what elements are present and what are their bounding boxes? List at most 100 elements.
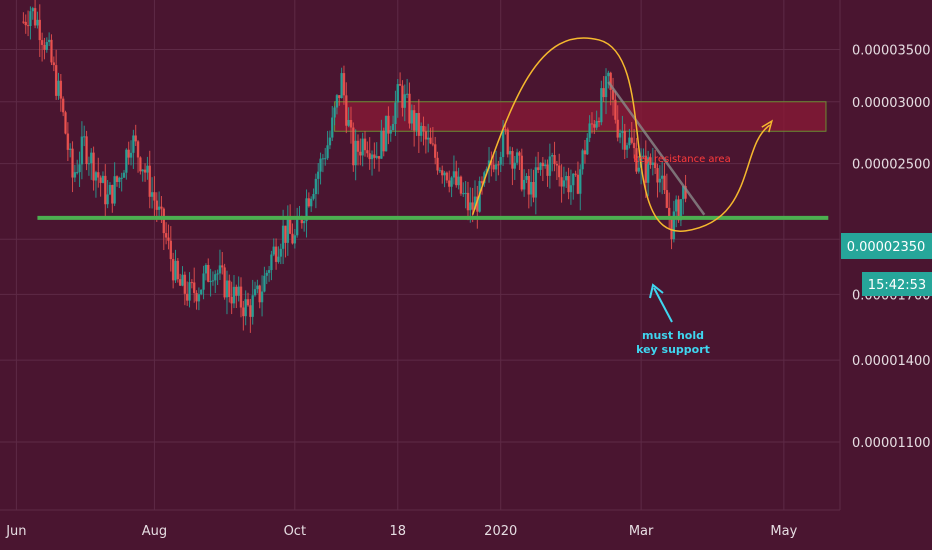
candle-body [242,307,245,317]
last-price-value: 0.00002350 [847,240,926,255]
candle-body [61,98,65,113]
candle-body [157,206,161,210]
candle-body [52,62,56,66]
candle-body [106,194,109,205]
support-arrow-head [649,283,664,299]
candle-body [150,192,154,197]
candle-body [536,167,540,170]
candle-body [574,173,577,175]
candle-body [246,299,250,306]
candle-body [646,157,650,183]
candle-body [581,150,584,170]
candle-body [143,169,147,173]
projection-arrowhead [761,119,774,133]
candle-body [396,84,399,103]
candle-body [185,293,189,301]
candle-body [597,120,601,123]
candle-body [625,145,629,150]
candle-body [653,162,657,169]
candle-body [558,165,561,178]
candle-body [373,154,376,158]
candle-body [43,44,46,50]
candle-body [410,110,414,124]
candle-body [513,162,516,169]
candle-body [331,117,334,138]
candle-body [632,142,636,149]
candle-body [466,192,470,211]
candle-body [195,292,198,302]
candle-body [33,8,37,26]
candle-body [134,135,137,142]
candle-body [104,175,107,205]
candle-body [300,217,304,224]
trendline [607,81,706,216]
candle-body [579,169,582,194]
candle-body [354,140,357,166]
candle-body [387,115,390,134]
candle-body [511,151,514,169]
candle-body [635,148,638,172]
candle-body [380,130,383,159]
candle-body [492,164,495,170]
candle-body [431,143,435,145]
candle-body [438,170,442,172]
candle-body [529,181,533,195]
candle-body [335,95,339,108]
candle-body [265,272,268,276]
candle-body [586,137,589,155]
candle-body [375,156,378,158]
candle-body [317,171,320,179]
candles [22,0,687,333]
candle-body [398,84,402,86]
candle-body [595,120,598,128]
candle-body [520,155,523,190]
y-tick-label: 0.00001100 [852,436,931,451]
candle-body [541,162,545,167]
candle-body [534,167,538,198]
candle-body [64,112,67,134]
candle-body [562,180,566,187]
x-tick-label: 18 [389,524,406,539]
candle-body [188,282,191,301]
candle-body [328,137,332,146]
candle-body [434,144,437,158]
projection-curve [471,37,774,232]
candle-body [160,206,163,209]
candle-body [225,280,229,298]
candle-body [356,140,360,152]
candle-body [459,176,463,194]
candle-body [602,88,605,98]
candle-body [377,156,381,159]
candle-body [139,157,142,172]
candle-body [155,200,158,210]
candle-body [677,199,680,221]
candle-body [94,172,98,181]
candle-body [314,178,318,195]
candle-body [675,199,678,212]
candle-body [583,150,587,155]
candle-body [256,285,259,290]
candle-body [665,190,669,208]
candle-body [176,260,180,280]
candle-body [532,181,535,198]
candle-body [307,198,311,207]
candle-body [441,170,444,176]
candle-body [111,184,114,204]
candle-body [97,172,100,178]
x-tick-label: Oct [284,524,306,539]
candle-body [312,194,315,199]
candle-body [527,175,531,195]
candle-body [368,153,371,160]
candle-body [419,125,423,136]
candle-body [546,164,549,176]
candle-body [71,148,74,178]
candle-body [333,107,336,118]
candle-body [499,157,502,165]
candle-body [588,123,591,138]
candle-body [506,129,509,155]
candle-body [38,19,41,41]
candle-body [99,177,102,183]
candle-body [118,177,121,182]
